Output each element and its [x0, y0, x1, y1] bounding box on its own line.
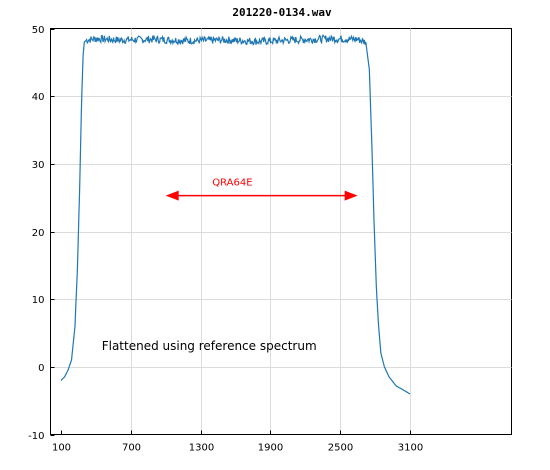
chart-title: 201220-0134.wav	[232, 6, 332, 19]
arrow-head-left	[165, 190, 179, 201]
y-tick-label: 10	[32, 295, 45, 306]
y-tick-label: 20	[32, 228, 45, 239]
y-tick-label: 0	[38, 363, 44, 374]
x-tick-label: 100	[52, 443, 71, 454]
x-axis: 100 700 1300 1900 2500 3100	[52, 430, 423, 454]
grid-lines	[50, 28, 512, 435]
x-tick-label: 700	[122, 443, 141, 454]
y-axis: -10 0 10 20 30 40 50	[28, 25, 55, 442]
plot-frame	[50, 28, 512, 435]
y-tick-label: -10	[28, 431, 44, 442]
annotation-mode-label: QRA64E	[212, 177, 252, 188]
annotation-flattened: Flattened using reference spectrum	[102, 339, 317, 353]
y-tick-label: 30	[32, 160, 45, 171]
y-tick-label: 40	[32, 92, 45, 103]
x-tick-label: 1300	[189, 443, 214, 454]
x-tick-label: 3100	[398, 443, 423, 454]
arrow	[165, 190, 358, 201]
series-line	[60, 34, 411, 395]
x-tick-label: 1900	[258, 443, 283, 454]
arrow-head-right	[344, 190, 358, 201]
y-tick-label: 50	[32, 25, 45, 36]
x-tick-label: 2500	[328, 443, 353, 454]
